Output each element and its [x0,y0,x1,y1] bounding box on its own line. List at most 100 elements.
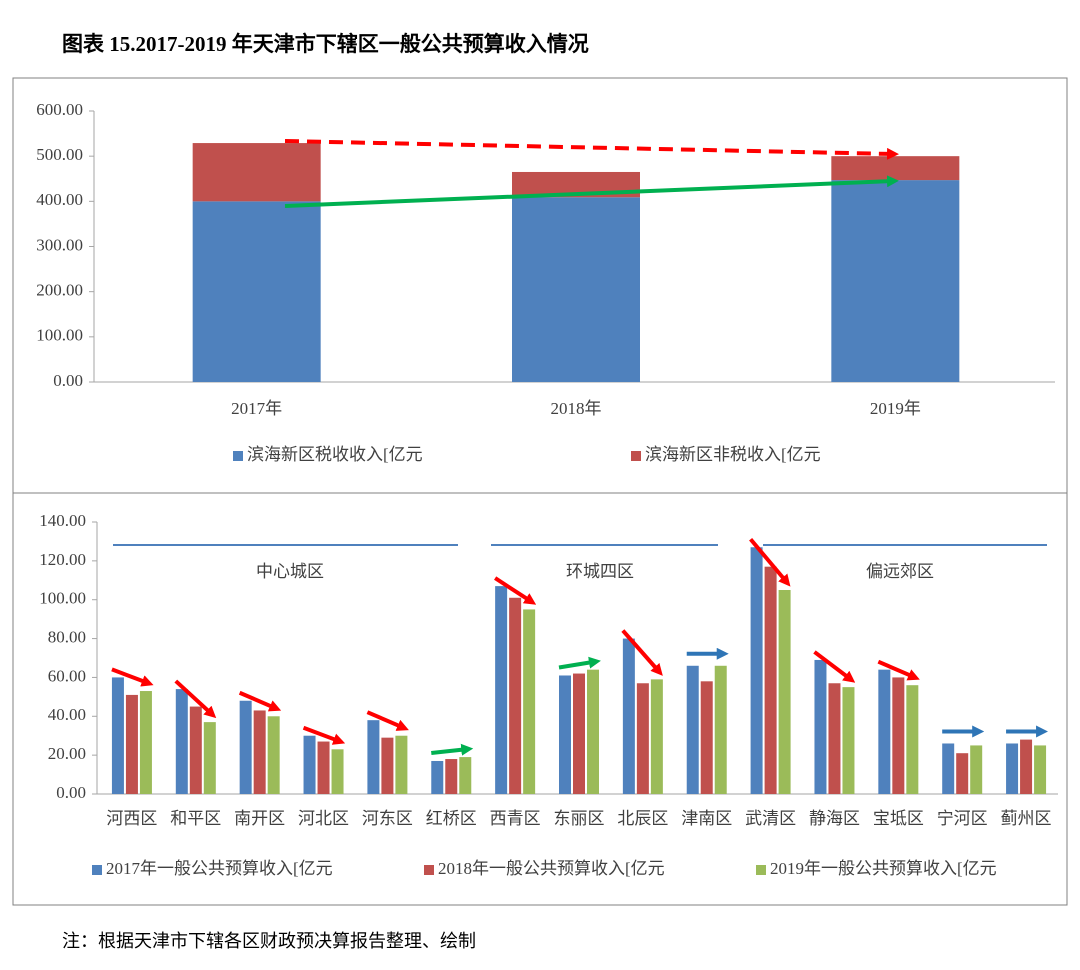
x-tick-label: 2017年 [231,399,282,418]
legend-swatch [92,865,102,875]
x-tick-label: 河东区 [362,809,413,828]
bar [331,749,344,794]
bar [764,566,777,794]
trend-arrow [174,679,217,719]
bar [573,673,585,794]
bar [831,180,960,382]
bar [303,735,316,794]
bar [622,638,635,794]
legend-swatch [233,451,243,461]
y-tick-label: 20.00 [48,744,86,763]
bar [445,759,458,794]
x-tick-label: 2018年 [551,399,602,418]
x-tick-label: 东丽区 [554,809,605,828]
x-tick-label: 北辰区 [617,809,668,828]
group-label: 环城四区 [566,562,634,581]
x-tick-label: 2019年 [870,399,921,418]
bar [192,143,321,202]
x-tick-label: 蓟州区 [1001,809,1052,828]
bar [512,197,640,382]
bar [395,735,408,794]
legend-label: 2018年一般公共预算收入[亿元 [438,859,665,878]
trend-arrow [494,576,537,605]
trend-arrow [877,659,920,681]
x-tick-label: 静海区 [809,809,860,828]
y-tick-label: 140.00 [39,511,86,530]
group-label: 中心城区 [256,562,324,581]
bar [189,706,202,794]
bar [495,586,508,794]
x-tick-label: 西青区 [490,809,541,828]
figure-title: 图表 15.2017-2019 年天津市下辖区一般公共预算收入情况 [62,32,589,56]
bar [192,201,321,382]
group-label: 偏远郊区 [866,562,934,581]
trend-annotations: 中心城区 环城四区 偏远郊区 [113,139,1047,581]
bar [1034,745,1047,794]
bar [175,689,188,794]
y-tick-label: 0.00 [53,371,83,390]
x-tick-label: 河西区 [106,809,157,828]
trend-arrow [621,629,663,676]
bar [892,677,905,794]
y-tick-label: 80.00 [48,627,86,646]
bar [828,683,841,794]
x-tick-label: 和平区 [170,809,221,828]
bar [878,669,891,794]
bar [317,741,330,794]
x-tick-label: 河北区 [298,809,349,828]
x-tick-label: 宝坻区 [873,809,924,828]
bar [970,745,983,794]
y-tick-label: 400.00 [36,190,83,209]
x-tick-label: 津南区 [681,809,732,828]
y-tick-label: 120.00 [39,550,86,569]
trend-arrow [431,743,474,756]
bar [203,722,216,794]
y-tick-label: 0.00 [56,783,86,802]
bar [267,716,280,794]
x-tick-label: 武清区 [745,809,796,828]
trend-arrow [284,175,899,208]
chart-top: 0.00 100.00 200.00 300.00 400.00 500.00 600.00… [36,100,1055,464]
bar [750,547,763,794]
x-tick-label: 南开区 [234,809,285,828]
bar [778,590,791,794]
bar [111,677,124,794]
bar [700,681,713,794]
bar [906,685,919,794]
x-tick-label: 红桥区 [426,809,477,828]
footnote: 注：根据天津市下辖各区财政预决算报告整理、绘制 [62,931,476,951]
trend-arrow [111,667,154,687]
bar [686,665,699,794]
bar [253,710,266,794]
bar [636,683,649,794]
bar [367,720,380,794]
chart-bottom: 0.00 20.00 40.00 60.00 80.00 100.00 120.00 140.… [39,511,1058,878]
bar [239,700,252,794]
legend-swatch [424,865,434,875]
chart-frame [12,492,1068,906]
legend-label: 滨海新区税收收入[亿元 [247,445,423,464]
bar [814,659,827,794]
bar [1006,743,1019,794]
bar [842,687,855,794]
y-tick-label: 100.00 [39,589,86,608]
bar [431,760,444,794]
legend-label: 滨海新区非税收入[亿元 [645,445,821,464]
trend-arrow [749,537,791,587]
y-tick-label: 200.00 [36,281,83,300]
trend-arrow [284,139,899,160]
bar [381,737,394,794]
bar [587,669,599,794]
bar [509,597,522,794]
y-tick-label: 100.00 [36,326,83,345]
trend-arrow [302,725,346,745]
trend-arrow [558,656,601,670]
bar [459,757,472,794]
bar [942,743,955,794]
trend-arrow [813,650,856,683]
legend-swatch [756,865,766,875]
bar [559,675,571,794]
trend-arrow [238,690,282,712]
y-tick-label: 500.00 [36,145,83,164]
